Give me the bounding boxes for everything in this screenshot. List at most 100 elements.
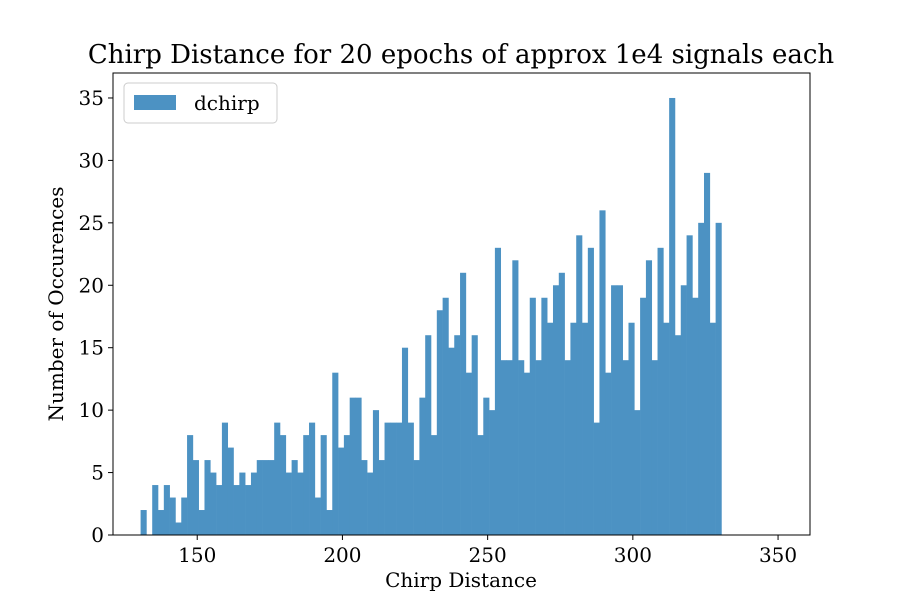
histogram-bar <box>181 497 188 535</box>
histogram-bar <box>576 235 583 535</box>
x-tick-label: 250 <box>469 543 507 567</box>
histogram-bar <box>587 247 594 536</box>
histogram-bar <box>680 285 687 535</box>
histogram-bar <box>279 435 287 535</box>
histogram-bar <box>436 310 443 535</box>
histogram-bar <box>460 272 467 535</box>
histogram-bar <box>396 422 403 535</box>
histogram-bar <box>268 460 275 535</box>
histogram-bar <box>384 422 391 535</box>
histogram-bar <box>628 322 635 535</box>
legend-label: dchirp <box>194 91 260 115</box>
histogram-bar <box>239 472 246 535</box>
x-tick-label: 150 <box>178 543 216 567</box>
histogram-bar <box>454 335 461 535</box>
histogram-bar <box>297 472 304 535</box>
histogram-bar <box>483 397 490 535</box>
y-tick-label: 35 <box>79 86 104 110</box>
histogram-bar <box>593 422 600 535</box>
histogram-bar <box>291 460 298 535</box>
x-axis-title: Chirp Distance <box>385 568 537 592</box>
histogram-bar <box>709 322 716 535</box>
histogram-bar <box>425 335 432 535</box>
x-axis-ticks: 150 200 250 300 350 <box>178 535 797 567</box>
histogram-bar <box>698 222 705 536</box>
histogram-bars <box>140 97 722 536</box>
histogram-bar <box>163 485 170 535</box>
y-tick-label: 0 <box>91 523 104 547</box>
histogram-bar <box>552 285 560 535</box>
histogram-bar <box>442 297 449 535</box>
histogram-bar <box>616 285 623 535</box>
histogram-bar <box>431 435 438 535</box>
histogram-bar <box>216 485 223 535</box>
legend-swatch <box>134 95 176 110</box>
y-axis-ticks: 0 5 10 15 20 25 30 35 <box>79 86 113 547</box>
histogram-bar <box>605 372 612 535</box>
histogram-bar <box>355 397 362 535</box>
y-tick-label: 20 <box>79 273 104 297</box>
histogram-bar <box>274 422 281 535</box>
histogram-bar <box>529 297 536 535</box>
histogram-bar <box>645 260 653 535</box>
x-tick-label: 300 <box>614 543 652 567</box>
histogram-bar <box>192 460 199 535</box>
y-tick-label: 30 <box>79 148 104 172</box>
x-tick-label: 200 <box>323 543 361 567</box>
y-axis-title: Number of Occurences <box>44 187 68 422</box>
legend-box <box>123 82 278 124</box>
histogram-bar <box>175 522 182 535</box>
histogram-bar <box>465 372 472 535</box>
histogram-bar <box>262 460 269 535</box>
histogram-bar <box>715 222 722 536</box>
histogram-bar <box>245 485 252 535</box>
histogram-bar <box>332 372 339 535</box>
histogram-bar <box>390 422 397 535</box>
y-tick-label: 25 <box>79 211 104 235</box>
histogram-bar <box>303 435 310 535</box>
histogram-bar <box>535 360 542 535</box>
histogram-bar <box>703 172 711 535</box>
histogram-bar <box>657 247 664 536</box>
histogram-bar <box>512 260 519 535</box>
histogram-bar <box>471 335 478 535</box>
histogram-bar <box>448 347 455 535</box>
histogram-bar <box>640 297 647 535</box>
histogram-bar <box>599 210 606 535</box>
histogram-bar <box>692 297 699 535</box>
histogram-bar <box>309 422 316 535</box>
histogram-bar <box>518 360 525 535</box>
histogram-bar <box>256 460 263 535</box>
chart-title: Chirp Distance for 20 epochs of approx 1… <box>88 40 835 70</box>
histogram-bar <box>401 347 409 535</box>
histogram-bar <box>372 410 380 535</box>
histogram-bar <box>622 360 629 535</box>
histogram-bar <box>227 447 234 535</box>
histogram-bar <box>320 435 327 535</box>
histogram-bar <box>338 447 345 535</box>
histogram-bar <box>674 335 682 535</box>
histogram-bar <box>326 510 333 535</box>
histogram-bar <box>570 322 577 535</box>
histogram-bar <box>140 510 147 535</box>
histogram-bar <box>343 435 350 535</box>
y-tick-label: 15 <box>79 336 104 360</box>
histogram-bar <box>634 410 641 535</box>
y-tick-label: 5 <box>91 461 104 485</box>
histogram-bar <box>158 510 165 535</box>
histogram-bar <box>152 485 159 535</box>
histogram-bar <box>541 297 548 535</box>
histogram-bar <box>611 285 618 535</box>
histogram-bar <box>367 472 374 535</box>
histogram-bar <box>547 322 554 535</box>
histogram-bar <box>564 360 571 535</box>
histogram-bar <box>489 410 496 535</box>
histogram-bar <box>361 460 368 535</box>
histogram-bar <box>558 272 565 535</box>
histogram-bar <box>413 460 420 535</box>
plot-frame <box>112 72 811 536</box>
histogram-bar <box>523 372 531 535</box>
histogram-bar <box>407 422 414 535</box>
histogram-bar <box>686 235 693 535</box>
